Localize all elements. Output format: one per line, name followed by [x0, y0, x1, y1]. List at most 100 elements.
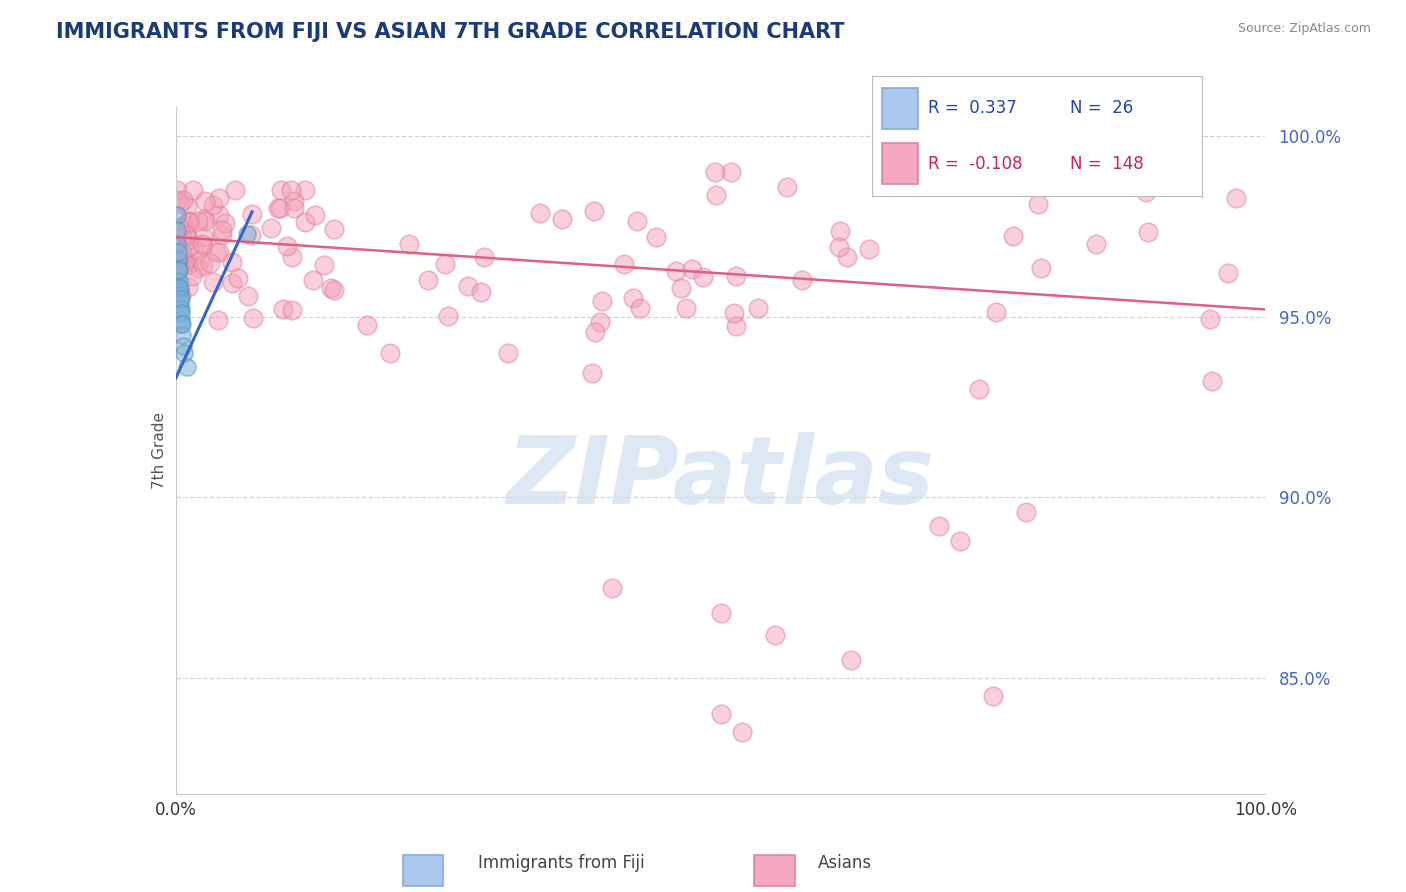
Point — [356, 318, 378, 332]
Point — [166, 278, 188, 293]
Point — [1136, 225, 1159, 239]
Point — [211, 223, 233, 237]
Point — [551, 212, 574, 227]
Point — [321, 281, 343, 295]
Point — [169, 295, 191, 310]
Point — [166, 209, 188, 223]
Point — [166, 220, 188, 235]
Point — [621, 292, 644, 306]
Point — [211, 227, 233, 242]
Point — [304, 208, 326, 222]
Point — [170, 317, 193, 331]
Point — [191, 237, 214, 252]
Text: IMMIGRANTS FROM FIJI VS ASIAN 7TH GRADE CORRELATION CHART: IMMIGRANTS FROM FIJI VS ASIAN 7TH GRADE … — [56, 22, 845, 42]
Point — [269, 201, 291, 215]
Point — [177, 215, 200, 229]
Point — [169, 221, 191, 235]
Point — [166, 183, 188, 197]
Point — [731, 725, 754, 739]
Point — [240, 227, 263, 242]
Point — [581, 366, 603, 380]
Point — [928, 519, 950, 533]
Point — [221, 277, 243, 291]
Point — [294, 183, 316, 197]
Point — [166, 242, 188, 256]
Point — [202, 275, 225, 289]
Point — [167, 281, 190, 295]
Point — [169, 248, 191, 262]
Point — [170, 227, 193, 241]
FancyBboxPatch shape — [755, 855, 794, 886]
Point — [703, 165, 725, 179]
Point — [208, 192, 231, 206]
Point — [236, 289, 259, 303]
Point — [167, 258, 190, 272]
Point — [176, 199, 198, 213]
Point — [166, 233, 188, 247]
Point — [205, 244, 228, 259]
Point — [173, 256, 195, 270]
Point — [416, 273, 439, 287]
Point — [986, 305, 1008, 319]
Point — [589, 315, 612, 329]
Text: N =  26: N = 26 — [1070, 99, 1133, 118]
Point — [173, 346, 195, 360]
Point — [188, 252, 211, 267]
Point — [398, 236, 420, 251]
Point — [193, 214, 215, 228]
Point — [167, 230, 190, 244]
FancyBboxPatch shape — [882, 87, 918, 128]
Point — [665, 264, 688, 278]
Y-axis label: 7th Grade: 7th Grade — [152, 412, 167, 489]
Text: R =  -0.108: R = -0.108 — [928, 154, 1022, 173]
Point — [967, 382, 990, 396]
Text: R =  0.337: R = 0.337 — [928, 99, 1017, 118]
Point — [193, 230, 215, 244]
Point — [710, 606, 733, 620]
Point — [169, 288, 191, 302]
Point — [166, 223, 188, 237]
Point — [626, 213, 648, 227]
Point — [271, 301, 294, 316]
Point — [169, 249, 191, 263]
Point — [747, 301, 769, 315]
Point — [174, 228, 197, 243]
Point — [1085, 237, 1108, 252]
Point — [240, 207, 263, 221]
Point — [281, 302, 304, 317]
Point — [191, 238, 214, 252]
Point — [433, 257, 456, 271]
Point — [172, 327, 194, 342]
Point — [176, 259, 198, 273]
Point — [457, 279, 479, 293]
Point — [202, 198, 225, 212]
Point — [183, 241, 205, 255]
Point — [177, 239, 200, 253]
Point — [193, 259, 215, 273]
Point — [790, 273, 813, 287]
Point — [207, 313, 229, 327]
Point — [176, 360, 198, 375]
Point — [181, 268, 204, 283]
Point — [221, 255, 243, 269]
Point — [283, 194, 305, 209]
Point — [1026, 197, 1049, 211]
Point — [472, 250, 495, 264]
Point — [177, 233, 200, 247]
Point — [1135, 185, 1157, 199]
Point — [177, 280, 200, 294]
Point — [628, 301, 651, 315]
Point — [302, 273, 325, 287]
Point — [529, 205, 551, 219]
Point — [181, 183, 204, 197]
Point — [763, 628, 786, 642]
Point — [177, 214, 200, 228]
FancyBboxPatch shape — [882, 144, 918, 185]
Point — [173, 194, 195, 208]
Point — [169, 288, 191, 302]
Point — [1225, 191, 1247, 205]
Point — [193, 212, 215, 227]
Text: Source: ZipAtlas.com: Source: ZipAtlas.com — [1237, 22, 1371, 36]
Point — [1015, 505, 1038, 519]
Point — [187, 213, 209, 227]
